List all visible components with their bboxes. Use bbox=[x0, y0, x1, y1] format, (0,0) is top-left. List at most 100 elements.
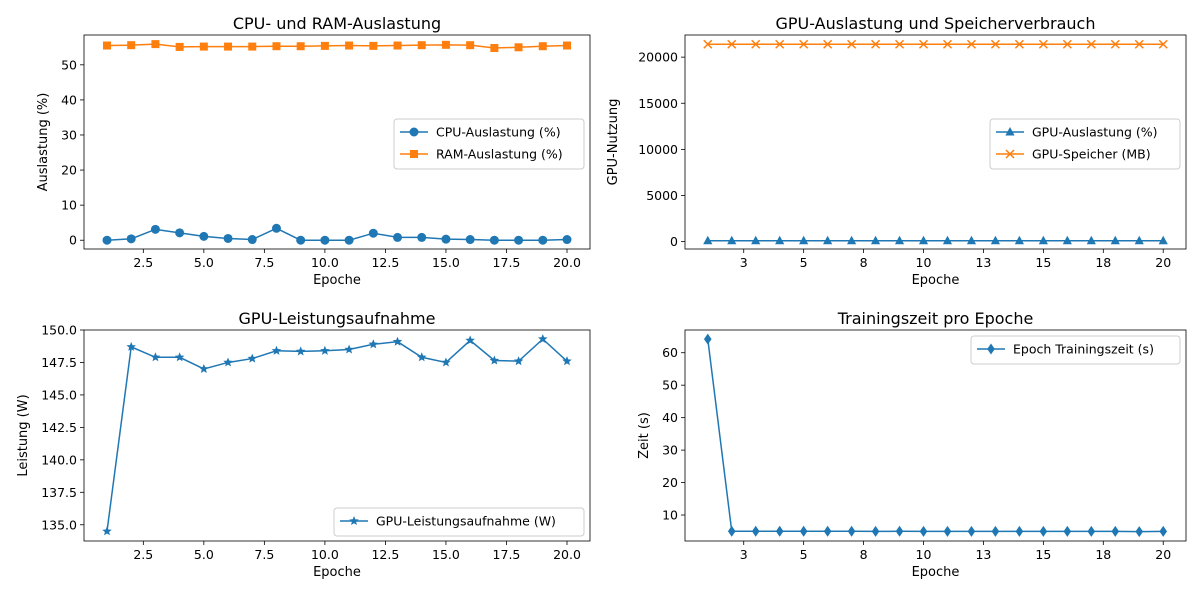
legend: CPU-Auslastung (%) RAM-Auslastung (%) bbox=[393, 118, 585, 170]
series-ram-auslastung bbox=[103, 40, 571, 52]
x-tick-label: 5 bbox=[800, 547, 808, 562]
marker-x bbox=[918, 39, 929, 49]
data-point bbox=[1039, 525, 1048, 537]
y-tick-label: 0 bbox=[69, 233, 77, 248]
data-point bbox=[417, 41, 426, 50]
marker-triangle bbox=[727, 235, 737, 245]
data-point bbox=[441, 40, 450, 49]
marker-triangle bbox=[990, 235, 1001, 245]
x-tick-label: 12.5 bbox=[371, 255, 399, 270]
marker-triangle bbox=[894, 235, 905, 245]
data-point bbox=[490, 43, 499, 52]
marker-x bbox=[1134, 39, 1144, 49]
marker-x bbox=[1110, 39, 1120, 49]
chart-title: GPU-Leistungsaufnahme bbox=[239, 309, 436, 328]
marker-x bbox=[703, 39, 713, 49]
data-point bbox=[799, 235, 809, 245]
data-point bbox=[151, 40, 160, 49]
marker-diamond bbox=[1063, 525, 1072, 537]
x-tick-label: 17.5 bbox=[493, 255, 521, 270]
series-line bbox=[707, 338, 1164, 533]
legend-box bbox=[989, 118, 1181, 170]
data-point bbox=[296, 42, 305, 51]
marker-circle bbox=[223, 233, 233, 243]
marker-circle bbox=[489, 235, 499, 245]
legend-item: GPU-Auslastung (%) bbox=[996, 125, 1158, 140]
data-point bbox=[871, 525, 880, 537]
marker-square bbox=[490, 43, 499, 52]
marker-diamond bbox=[943, 525, 952, 537]
data-point bbox=[1014, 235, 1024, 245]
legend: GPU-Auslastung (%) GPU-Speicher (MB) bbox=[989, 118, 1181, 170]
y-tick-label: 10 bbox=[61, 198, 77, 213]
data-point bbox=[345, 41, 354, 50]
marker-circle bbox=[514, 235, 524, 245]
y-tick-label: 0 bbox=[670, 234, 678, 249]
data-point bbox=[272, 42, 281, 51]
marker-diamond bbox=[1159, 525, 1168, 537]
legend-label: CPU-Auslastung (%) bbox=[436, 125, 561, 140]
marker-x bbox=[823, 39, 833, 49]
marker-star bbox=[465, 335, 475, 345]
data-point bbox=[870, 235, 881, 245]
marker-diamond bbox=[1135, 526, 1144, 538]
legend-marker bbox=[1005, 127, 1015, 136]
legend-marker bbox=[349, 516, 359, 526]
data-point bbox=[894, 235, 905, 245]
data-point bbox=[175, 42, 184, 51]
legend-label: GPU-Auslastung (%) bbox=[1032, 125, 1158, 140]
data-point bbox=[538, 42, 547, 51]
data-point bbox=[562, 356, 572, 366]
marker-star bbox=[271, 345, 282, 355]
marker-square bbox=[199, 42, 208, 51]
data-point bbox=[991, 525, 1000, 537]
data-point bbox=[538, 334, 548, 344]
data-point bbox=[1062, 235, 1072, 245]
marker-triangle bbox=[1005, 127, 1015, 136]
x-tick-label: 2.5 bbox=[133, 547, 153, 562]
data-point bbox=[1014, 39, 1024, 49]
data-point bbox=[727, 235, 737, 245]
marker-x bbox=[871, 39, 881, 49]
data-point bbox=[296, 235, 306, 245]
y-axis-label: GPU-Nutzung bbox=[606, 99, 621, 186]
marker-x bbox=[942, 39, 953, 49]
marker-circle bbox=[368, 228, 378, 238]
data-point bbox=[919, 525, 928, 537]
y-tick-label: 60 bbox=[662, 345, 678, 360]
series-cpu-auslastung bbox=[102, 223, 572, 245]
marker-circle bbox=[175, 228, 185, 238]
data-point bbox=[871, 39, 881, 49]
legend: GPU-Leistungsaufnahme (W) bbox=[333, 507, 585, 537]
data-point bbox=[174, 352, 185, 362]
data-point bbox=[127, 41, 136, 50]
y-tick-label: 50 bbox=[662, 378, 678, 393]
marker-square bbox=[514, 43, 523, 52]
x-tick-label: 17.5 bbox=[493, 547, 521, 562]
marker-star bbox=[489, 355, 500, 365]
x-tick-label: 15 bbox=[1035, 547, 1051, 562]
x-tick-label: 5.0 bbox=[194, 547, 214, 562]
y-tick-label: 150.0 bbox=[41, 323, 77, 338]
data-point bbox=[895, 39, 905, 49]
marker-diamond bbox=[991, 525, 1000, 537]
y-tick-label: 145.0 bbox=[41, 387, 77, 402]
y-tick-label: 140.0 bbox=[41, 452, 77, 467]
marker-circle bbox=[247, 235, 257, 245]
legend-item: RAM-Auslastung (%) bbox=[400, 147, 563, 162]
data-point bbox=[320, 235, 330, 245]
x-tick-label: 18 bbox=[1095, 255, 1111, 270]
x-tick-label: 7.5 bbox=[254, 255, 274, 270]
series-gpu-leistungsaufnahme-w bbox=[102, 334, 572, 536]
legend-item: GPU-Speicher (MB) bbox=[996, 147, 1151, 162]
legend-item: CPU-Auslastung (%) bbox=[400, 125, 561, 140]
marker-x bbox=[727, 39, 737, 49]
y-tick-label: 15000 bbox=[638, 96, 678, 111]
data-point bbox=[967, 525, 976, 537]
legend-marker bbox=[410, 150, 418, 158]
x-axis-label: Epoche bbox=[313, 565, 361, 580]
data-point bbox=[1015, 525, 1024, 537]
data-point bbox=[320, 345, 330, 355]
data-point bbox=[918, 39, 929, 49]
x-axis-label: Epoche bbox=[912, 565, 960, 580]
